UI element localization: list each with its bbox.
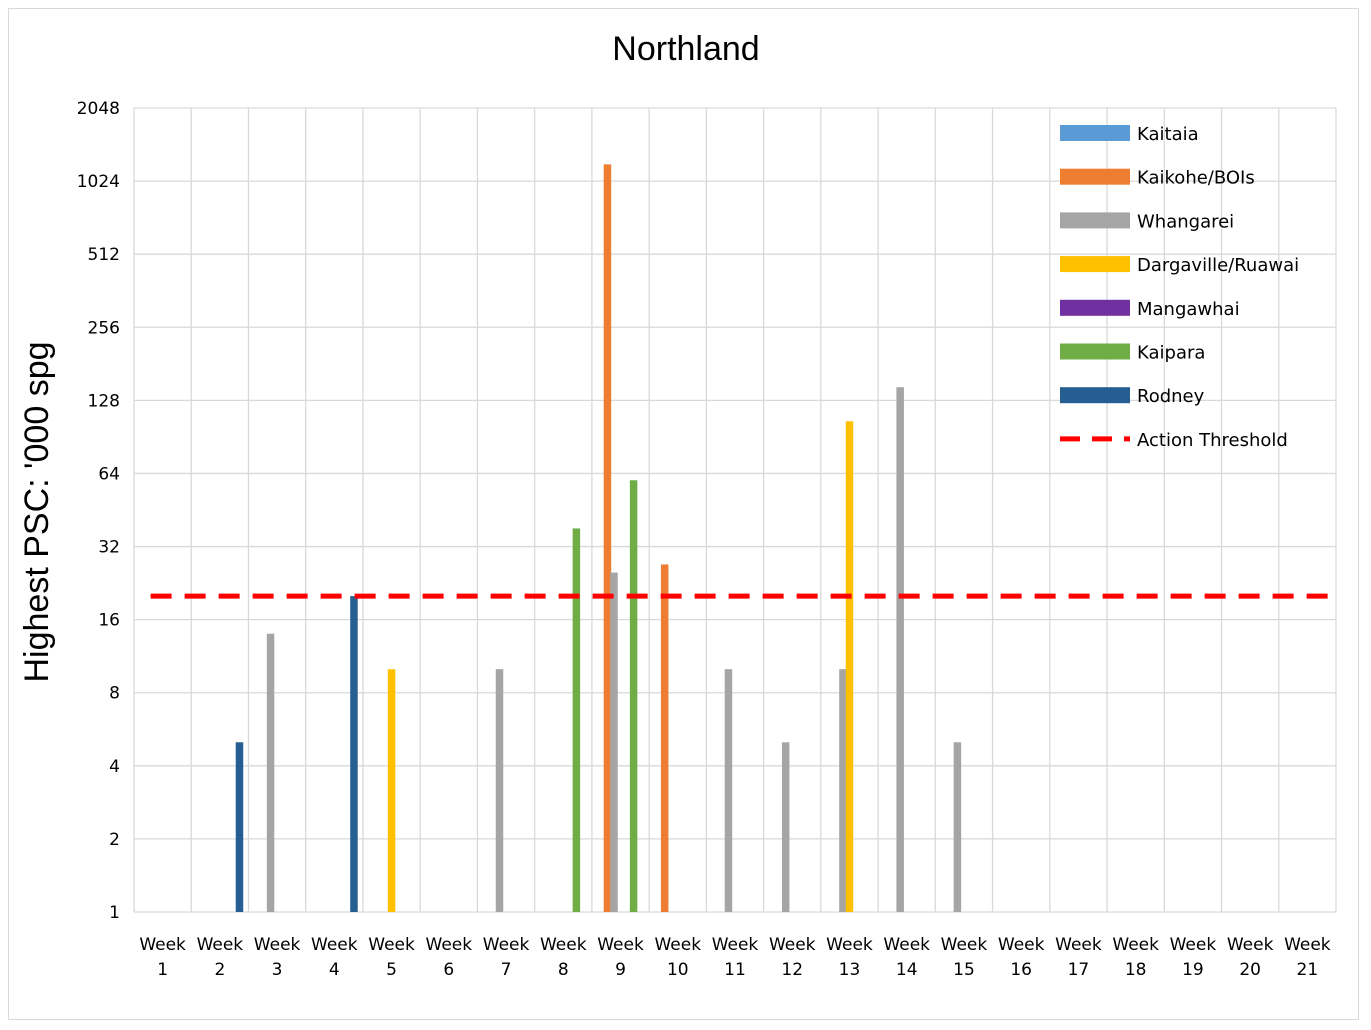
x-tick-label: Week 2 [197, 935, 244, 980]
y-tick-label: 2 [109, 830, 120, 850]
bar [781, 742, 790, 912]
x-tick-label: Week 7 [483, 935, 530, 980]
x-tick-label: Week 18 [1112, 935, 1159, 980]
bar [266, 633, 275, 912]
gridlines [133, 107, 1337, 913]
y-tick-label: 8 [109, 684, 120, 704]
x-tick-label: Week 19 [1170, 935, 1217, 980]
legend-swatch [1060, 212, 1130, 229]
bar [603, 164, 612, 913]
x-tick-label: Week 6 [426, 935, 473, 980]
y-tick-label: 4 [109, 757, 120, 777]
y-tick-label: 32 [98, 538, 120, 558]
bar [235, 742, 244, 912]
y-tick-label: 16 [98, 611, 120, 631]
x-tick-label: Week 8 [540, 935, 587, 980]
x-tick-label: Week 13 [826, 935, 873, 980]
y-tick-label: 1 [109, 903, 120, 923]
chart-title: Northland [612, 30, 759, 68]
x-tick-label: Week 1 [139, 935, 186, 980]
legend-label: Dargaville/Ruawai [1137, 255, 1299, 276]
legend-swatch [1060, 256, 1130, 273]
legend: Kaitaia Kaikohe/BOIs Whangarei Dargaville/R… [1060, 124, 1299, 451]
bar [387, 669, 396, 912]
x-tick-label: Week 17 [1055, 935, 1102, 980]
y-tick-label: 256 [88, 318, 120, 338]
legend-label: Kaitaia [1137, 124, 1199, 145]
bar [845, 421, 854, 912]
x-tick-label: Week 14 [883, 935, 930, 980]
y-axis-ticks: 1 2 4 8 16 32 64 128 256 512 1024 2048 [77, 99, 120, 923]
x-tick-label: Week 11 [712, 935, 759, 980]
x-tick-label: Week 20 [1227, 935, 1274, 980]
bar [660, 564, 669, 912]
legend-swatch [1060, 125, 1130, 141]
legend-label: Kaikohe/BOIs [1137, 168, 1255, 189]
bar [896, 387, 904, 912]
bar [572, 528, 581, 912]
legend-swatch [1060, 299, 1130, 316]
legend-label: Kaipara [1137, 343, 1205, 364]
legend-swatch [1060, 343, 1130, 360]
bars [235, 164, 962, 913]
bar [953, 742, 962, 912]
y-tick-label: 512 [88, 245, 120, 265]
bar [350, 596, 358, 912]
x-tick-label: Week 4 [311, 935, 358, 980]
bar [495, 669, 504, 912]
x-tick-label: Week 10 [654, 935, 701, 980]
y-axis-label: Highest PSC: '000 spg [18, 341, 56, 682]
x-tick-label: Week 9 [597, 935, 644, 980]
legend-label: Whangarei [1137, 211, 1234, 232]
x-tick-label: Week 21 [1284, 935, 1331, 980]
legend-label: Rodney [1137, 386, 1205, 407]
y-tick-label: 128 [88, 391, 120, 411]
bar [629, 480, 638, 912]
x-tick-label: Week 5 [368, 935, 415, 980]
x-tick-label: Week 12 [769, 935, 816, 980]
legend-swatch [1060, 387, 1130, 404]
y-tick-label: 1024 [77, 172, 120, 192]
x-tick-label: Week 16 [998, 935, 1045, 980]
x-tick-label: Week 15 [941, 935, 988, 980]
y-tick-label: 2048 [77, 99, 120, 119]
legend-label: Action Threshold [1137, 430, 1288, 451]
x-tick-label: Week 3 [254, 935, 301, 980]
y-tick-label: 64 [98, 464, 120, 484]
bar [724, 669, 733, 912]
bar [610, 572, 618, 912]
chart-frame [8, 8, 1359, 1020]
legend-label: Mangawhai [1137, 299, 1240, 320]
bar [839, 669, 847, 912]
legend-swatch [1060, 168, 1130, 185]
